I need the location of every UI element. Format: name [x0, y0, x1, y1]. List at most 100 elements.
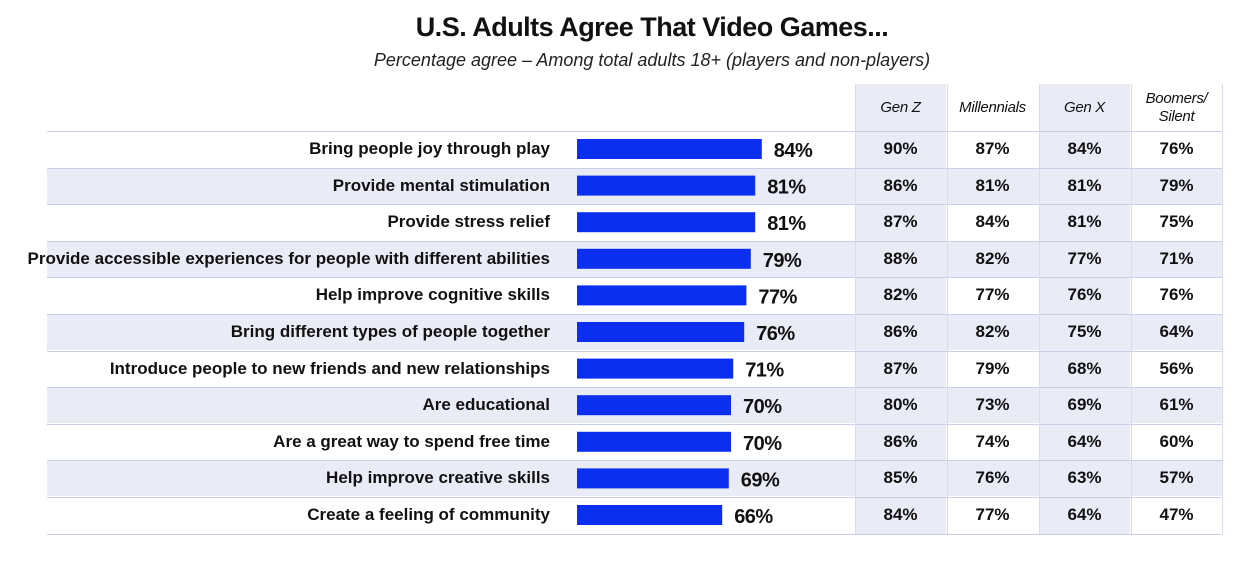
- table-cell: 86%: [883, 322, 918, 341]
- table-cell: 84%: [883, 505, 918, 524]
- bar-value-label: 66%: [734, 506, 773, 528]
- table-cell: 81%: [1067, 175, 1102, 195]
- table-cell: 69%: [1067, 395, 1102, 415]
- bar: [577, 248, 751, 269]
- row-shade-cell: [947, 240, 1038, 277]
- category-label: Help improve cognitive skills: [315, 285, 550, 305]
- table-cell: 76%: [1159, 285, 1194, 305]
- table-cell: 81%: [1067, 212, 1102, 232]
- bar: [577, 505, 723, 525]
- bar-value-label: 76%: [756, 323, 795, 345]
- table-cell: 76%: [1159, 139, 1194, 158]
- table-cell: 79%: [1159, 175, 1194, 195]
- row-divider: [47, 277, 1222, 278]
- table-column-bg: [855, 84, 946, 534]
- row-shade-cell: [1131, 240, 1222, 277]
- row-shade-cell: [1131, 460, 1222, 497]
- bar-value-label: 79%: [763, 250, 802, 272]
- bar: [577, 358, 734, 379]
- table-cell: 77%: [975, 505, 1010, 524]
- table-cell: 76%: [1067, 285, 1102, 305]
- bar: [577, 175, 756, 196]
- bar-value-label: 84%: [774, 140, 813, 162]
- table-cell: 90%: [883, 139, 918, 158]
- bar: [577, 468, 729, 489]
- row-shade-cell: [947, 167, 1038, 204]
- table-cell: 82%: [975, 248, 1010, 268]
- column-divider: [1039, 84, 1040, 534]
- column-divider: [1131, 84, 1132, 534]
- bar: [577, 139, 762, 159]
- table-cell: 79%: [975, 358, 1010, 378]
- table-cell: 63%: [1067, 468, 1102, 488]
- table-column-bg: [947, 84, 1038, 534]
- table-cell: 87%: [883, 212, 918, 232]
- bar-value-label: 81%: [767, 213, 806, 235]
- category-label: Bring different types of people together: [230, 322, 550, 341]
- table-cell: 86%: [883, 431, 918, 451]
- row-shade-cell: [947, 387, 1038, 424]
- row-divider: [47, 241, 1222, 242]
- column-divider: [1222, 84, 1223, 534]
- row-divider: [47, 460, 1222, 461]
- row-divider: [47, 387, 1222, 388]
- column-divider: [947, 84, 948, 534]
- table-cell: 86%: [883, 175, 918, 195]
- table-cell: 56%: [1159, 358, 1194, 378]
- bar-value-label: 81%: [767, 177, 806, 199]
- table-cell: 82%: [883, 285, 918, 305]
- row-divider: [47, 168, 1222, 169]
- bar: [577, 322, 745, 342]
- row-divider: [47, 424, 1222, 425]
- table-cell: 81%: [975, 175, 1010, 195]
- chart-title: U.S. Adults Agree That Video Games...: [415, 12, 889, 42]
- row-divider: [47, 131, 1222, 132]
- table-column-bg: [1131, 84, 1222, 534]
- row-shade-cell: [1131, 387, 1222, 424]
- bar: [577, 285, 747, 306]
- row-divider: [47, 351, 1222, 352]
- category-label: Create a feeling of community: [307, 505, 550, 524]
- table-cell: 57%: [1159, 468, 1194, 488]
- table-cell: 74%: [975, 431, 1010, 451]
- bar-value-label: 77%: [758, 286, 797, 308]
- table-cell: 87%: [975, 139, 1010, 158]
- table-column-header: Boomers/Silent: [1145, 90, 1208, 125]
- table-cell: 77%: [975, 285, 1010, 305]
- table-column-header: Millennials: [959, 99, 1026, 116]
- chart-subtitle: Percentage agree – Among total adults 18…: [373, 50, 931, 70]
- table-cell: 77%: [1067, 248, 1102, 268]
- category-label: Are a great way to spend free time: [273, 431, 550, 451]
- row-divider: [47, 314, 1222, 315]
- table-cell: 84%: [975, 212, 1010, 232]
- table-cell: 76%: [975, 468, 1010, 488]
- table-cell: 71%: [1159, 248, 1194, 268]
- table-column-header: Gen Z: [880, 99, 921, 116]
- table-cell: 47%: [1159, 505, 1194, 524]
- table-cell: 73%: [975, 395, 1010, 415]
- table-cell: 64%: [1067, 505, 1102, 524]
- row-divider: [47, 534, 1222, 535]
- bar-value-label: 71%: [745, 360, 784, 382]
- table-cell: 61%: [1159, 395, 1194, 415]
- row-divider: [47, 497, 1222, 498]
- table-cell: 68%: [1067, 358, 1102, 378]
- table-cell: 82%: [975, 322, 1010, 341]
- table-cell: 75%: [1159, 212, 1194, 232]
- row-shade-cell: [947, 314, 1038, 350]
- category-label: Bring people joy through play: [309, 139, 550, 158]
- table-column-bg: [1039, 84, 1130, 534]
- category-label: Help improve creative skills: [326, 468, 550, 488]
- table-cell: 88%: [883, 248, 918, 268]
- table-cell: 84%: [1067, 139, 1102, 158]
- table-cell: 85%: [883, 468, 918, 488]
- category-label: Provide accessible experiences for peopl…: [27, 248, 550, 268]
- category-label: Are educational: [422, 395, 550, 415]
- bar: [577, 212, 756, 233]
- column-divider: [855, 84, 856, 534]
- table-cell: 64%: [1159, 322, 1194, 341]
- table-cell: 87%: [883, 358, 918, 378]
- row-divider: [47, 204, 1222, 205]
- row-shade-cell: [947, 460, 1038, 497]
